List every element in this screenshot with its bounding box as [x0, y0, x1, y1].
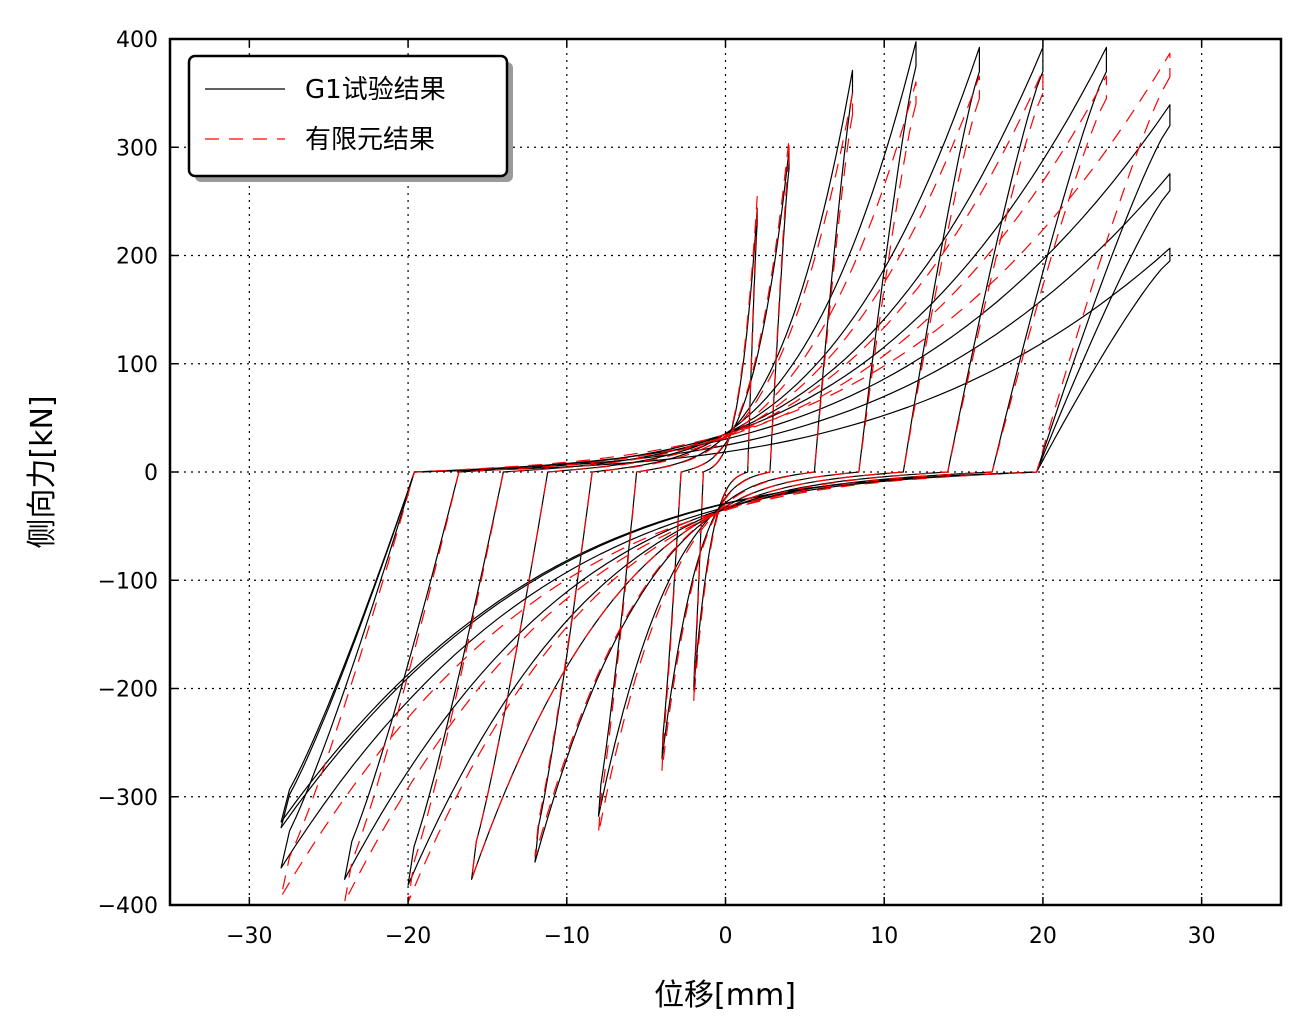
- x-tick-label: 20: [1029, 924, 1057, 949]
- y-tick-label: 400: [116, 28, 158, 53]
- legend-label-fem: 有限元结果: [305, 125, 435, 155]
- x-tick-label: −20: [385, 924, 431, 949]
- y-tick-label: −100: [98, 569, 158, 594]
- plot-area: [280, 41, 1171, 903]
- test-loop-2: [597, 69, 854, 817]
- y-tick-label: 100: [116, 353, 158, 378]
- fem-loop-0: [693, 196, 758, 703]
- x-tick-label: 0: [719, 924, 733, 949]
- y-tick-label: 300: [116, 136, 158, 161]
- x-tick-label: −30: [226, 924, 272, 949]
- y-tick-label: −300: [98, 786, 158, 811]
- legend-label-test: G1试验结果: [305, 75, 446, 105]
- x-axis-label: 位移[mm]: [654, 978, 796, 1013]
- legend-box: [187, 54, 509, 178]
- fem-loop-1: [661, 138, 790, 771]
- y-tick-label: 200: [116, 245, 158, 270]
- y-tick-label: −400: [98, 894, 158, 919]
- x-tick-label: −10: [544, 924, 590, 949]
- fem-loop-4: [471, 75, 980, 880]
- y-tick-label: 0: [144, 461, 158, 486]
- y-tick-label: −200: [98, 678, 158, 703]
- fem-loop-2: [597, 92, 854, 834]
- fem-loop-7: [280, 52, 1171, 898]
- legend: G1试验结果 有限元结果: [187, 54, 513, 182]
- fem-loop-5: [407, 69, 1044, 903]
- fem-loop-3: [534, 81, 917, 857]
- x-tick-label: 30: [1188, 924, 1216, 949]
- axes-ticks: −30 −20 −10 0 10 20 30−400−300−200−10001002003…: [98, 28, 1281, 949]
- y-axis-label: 侧向力[kN]: [25, 395, 60, 548]
- x-tick-label: 10: [870, 924, 898, 949]
- fem-loop-6: [344, 75, 1107, 903]
